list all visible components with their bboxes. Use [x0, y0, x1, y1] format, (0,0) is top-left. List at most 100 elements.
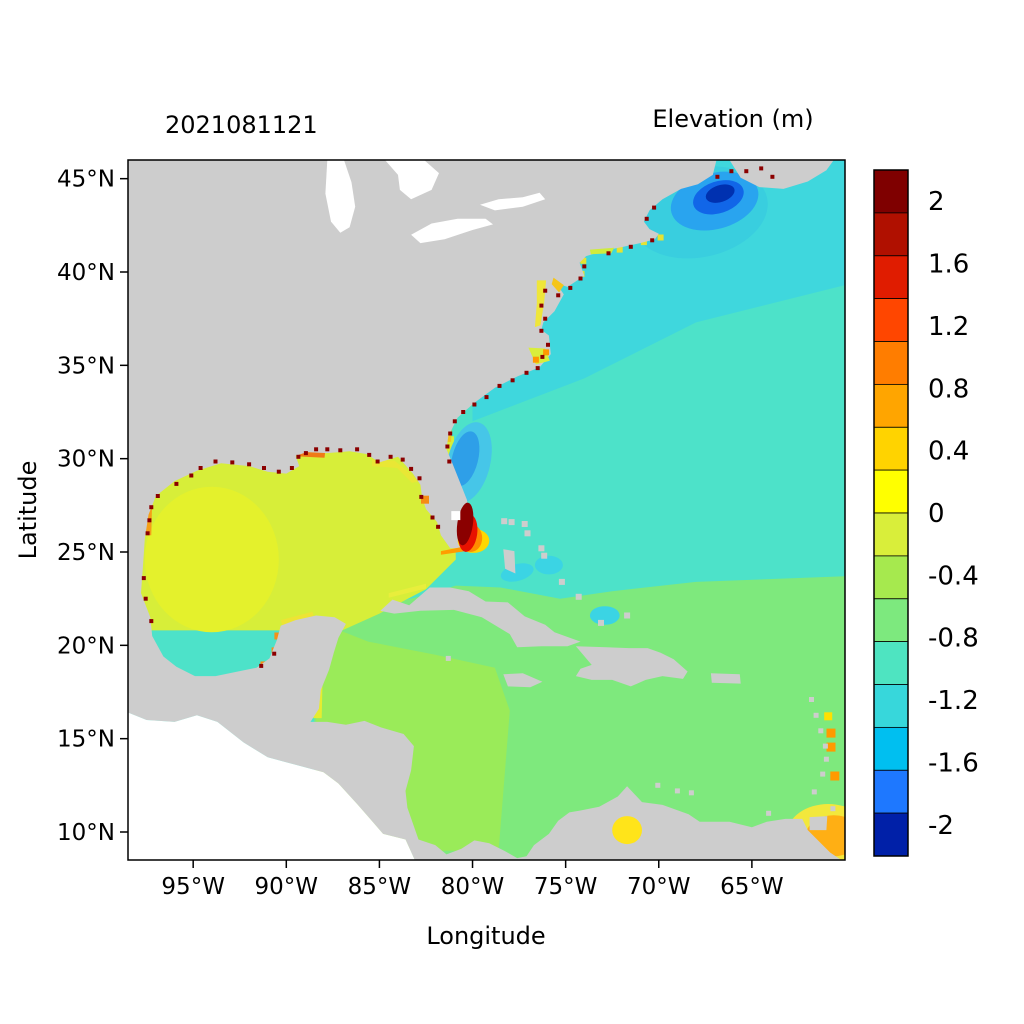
colorbar-tick-label: 1.6 [928, 250, 969, 280]
bahamas-islands-dot [624, 612, 631, 619]
lesser-antilles-islands-dot [655, 782, 661, 788]
coastal-flood-speckles-dot [650, 238, 655, 243]
antilles-orange-dots-dot [826, 742, 836, 752]
y-tick-label: 20°N [57, 633, 115, 659]
coastal-flood-speckles-dot [715, 174, 720, 179]
coastal-flood-speckles-dot [568, 285, 573, 290]
coastal-flood-speckles-dot [729, 169, 734, 174]
colorbar-segment [873, 255, 909, 300]
coastal-flood-speckles-dot [149, 619, 154, 624]
lake-okeechobee-dot [451, 511, 461, 521]
coastal-flood-speckles-dot [744, 169, 749, 174]
pacific-no-data [128, 712, 415, 860]
island-cayman [445, 655, 451, 661]
island-tobago [830, 806, 836, 812]
map-plot-area [128, 160, 845, 860]
colorbar-tick-label: -0.4 [928, 561, 979, 591]
x-tick-label: 75°W [534, 874, 598, 900]
bahamas-islands-dot [541, 552, 548, 559]
coastal-flood-speckles-dot [419, 494, 424, 499]
florida-offshore-cool-inner [450, 431, 480, 487]
coastal-flood-speckles-dot [628, 244, 633, 249]
x-tick-label: 90°W [255, 874, 319, 900]
coastal-flood-speckles-dot [644, 216, 649, 221]
lesser-antilles-islands-dot [674, 788, 680, 794]
big-bend-yellow-strip [372, 459, 419, 483]
coastal-flood-speckles-dot [430, 515, 435, 520]
colorbar-segment [873, 641, 909, 685]
coastal-flood-speckles-dot [198, 466, 203, 470]
antilles-yellow-dot-dot [824, 712, 833, 721]
delaware-bay [551, 277, 564, 293]
lake-huron [385, 160, 439, 200]
y-tick-label: 25°N [57, 540, 115, 566]
land-nova-scotia [729, 160, 834, 189]
coastal-flood-speckles-dot [338, 448, 343, 453]
coastal-flood-speckles-dot [652, 205, 657, 210]
colorbar-segment [873, 212, 909, 257]
coastal-flood-speckles-dot [259, 663, 264, 668]
lake-ontario [480, 192, 546, 211]
coastal-flood-speckles-dot [452, 419, 457, 424]
run-timestamp-title: 2021081121 [165, 111, 318, 139]
bahamas-cyan-patch-3 [589, 606, 620, 625]
coastal-flood-speckles-dot [272, 651, 277, 656]
bahamas-islands [501, 518, 631, 626]
antilles-orange-dots [826, 728, 840, 781]
colorbar-tick-label: -2 [928, 811, 954, 841]
lesser-antilles-islands-dot [823, 756, 829, 762]
colorbar-segment [873, 812, 909, 857]
antilles-orange-dots-dot [826, 728, 836, 738]
new-england-yellow-dots-dot [616, 246, 623, 253]
colorbar-segment [873, 426, 909, 471]
coastal-flood-speckles-dot [262, 466, 266, 470]
lake-michigan [325, 160, 356, 233]
x-tick-label: 65°W [720, 874, 784, 900]
island-puerto-rico [710, 673, 741, 684]
lesser-antilles-islands-dot [688, 790, 694, 796]
y-tick-label: 40°N [57, 260, 115, 286]
florida-keys-orange [440, 546, 466, 555]
coastal-flood-speckles-dot [388, 454, 393, 459]
coastal-flood-speckles-dot [535, 366, 540, 371]
yucatan-north-strip [280, 611, 315, 626]
coastal-flood-speckles-dot [484, 395, 489, 400]
bahamas-islands-dot [501, 518, 508, 525]
land-mainland [128, 160, 842, 860]
colorbar-segment [873, 341, 909, 385]
coastal-flood-speckles-dot [445, 444, 450, 449]
bahamas-islands-dot [524, 530, 531, 537]
colorbar-segment [873, 469, 909, 514]
coastal-flood-speckles-dot [189, 473, 194, 478]
lake-erie [411, 218, 493, 244]
coastal-flood-speckles-dot [759, 166, 764, 171]
island-trinidad [809, 816, 828, 831]
x-tick-label: 80°W [441, 874, 505, 900]
lesser-antilles-islands-dot [822, 743, 828, 749]
colorbar-tick-label: 1.2 [928, 312, 969, 342]
x-tick-label: 85°W [348, 874, 412, 900]
coastal-flood-speckles-dot [276, 469, 281, 474]
island-hispaniola [575, 646, 688, 687]
y-tick-label: 30°N [57, 447, 115, 473]
coastal-flood-speckles-dot [289, 466, 294, 470]
antilles-yellow-dot [824, 712, 833, 721]
coastal-flood-speckles-dot [543, 288, 548, 293]
bahamas-islands-dot [521, 521, 528, 527]
colorbar-segment [873, 383, 909, 428]
coastal-flood-speckles-dot [147, 518, 152, 523]
coastal-flood-speckles-dot [174, 481, 179, 486]
coastal-flood-speckles-dot [367, 452, 372, 457]
x-axis-label: Longitude [426, 922, 545, 950]
colorbar-segment [873, 727, 909, 771]
coastal-flood-speckles-dot [510, 378, 515, 383]
coastal-flood-speckles-dot [303, 451, 308, 456]
colorbar-frame [873, 169, 909, 857]
florida-surge-darkred [456, 502, 474, 546]
coastal-flood-speckles-dot [143, 596, 148, 601]
y-tick-label: 15°N [57, 727, 115, 753]
bahamas-cyan-patch-2 [534, 555, 563, 575]
coastal-flood-speckles-dot [314, 447, 319, 452]
y-tick-label: 45°N [57, 167, 115, 193]
coastal-flood-speckles-dot [539, 303, 544, 308]
